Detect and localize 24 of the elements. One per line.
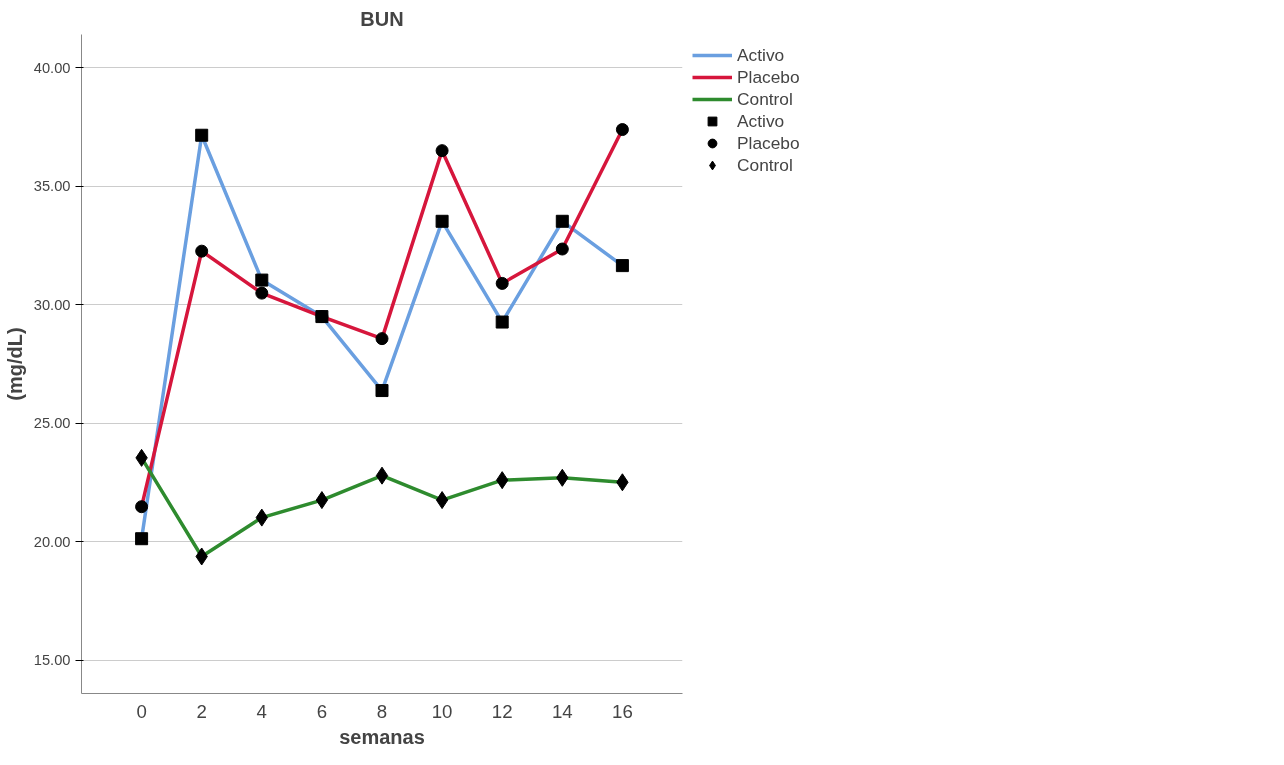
x-axis-title: semanas [339, 725, 425, 748]
x-tick-label: 2 [196, 700, 207, 722]
y-tick-label: 25.00 [33, 415, 71, 432]
y-tick-label: 40.00 [33, 59, 71, 76]
y-tick-label: 20.00 [33, 533, 71, 550]
legend-label: Placebo [737, 132, 800, 154]
y-tick-label: 35.00 [33, 178, 71, 195]
legend-label: Control [737, 154, 793, 176]
y-axis-title: (mg/dL) [3, 327, 26, 401]
x-tick-label: 8 [376, 700, 388, 722]
legend-label: Activo [737, 110, 785, 132]
x-tick-label: 14 [551, 700, 573, 722]
x-tick-label: 16 [612, 700, 633, 722]
x-tick-label: 6 [316, 700, 328, 722]
y-tick-label: 15.00 [33, 652, 71, 669]
x-tick-label: 4 [256, 700, 267, 722]
legend-label: Control [737, 88, 793, 110]
legend-label: Activo [737, 44, 785, 66]
chart-title: BUN [360, 7, 404, 30]
x-tick-label: 10 [431, 700, 453, 722]
x-tick-label: 0 [136, 700, 147, 722]
y-tick-label: 30.00 [33, 296, 71, 313]
x-tick-label: 12 [491, 700, 513, 722]
legend-label: Placebo [737, 66, 800, 88]
